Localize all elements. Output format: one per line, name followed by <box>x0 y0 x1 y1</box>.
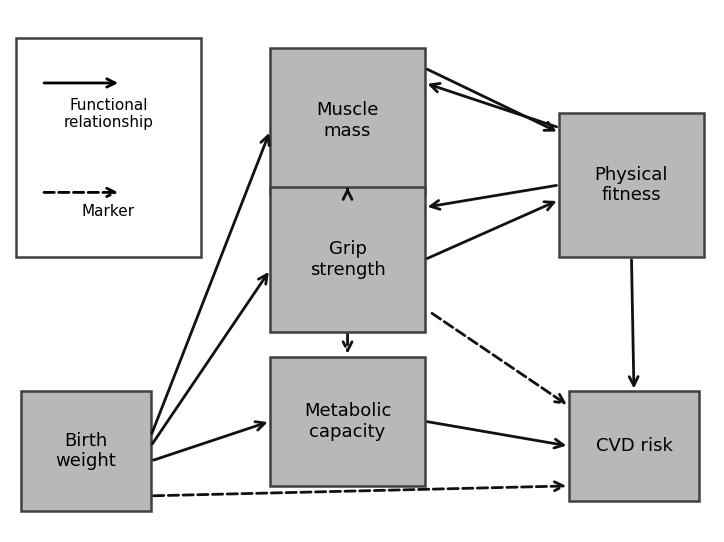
FancyBboxPatch shape <box>559 113 704 257</box>
FancyBboxPatch shape <box>270 48 425 192</box>
Text: Grip
strength: Grip strength <box>310 240 385 279</box>
FancyBboxPatch shape <box>21 391 151 511</box>
FancyBboxPatch shape <box>270 357 425 486</box>
Text: Birth
weight: Birth weight <box>56 431 117 470</box>
FancyBboxPatch shape <box>569 391 699 501</box>
Text: Metabolic
capacity: Metabolic capacity <box>304 402 391 441</box>
Text: Marker: Marker <box>82 204 135 220</box>
Text: Muscle
mass: Muscle mass <box>316 101 379 140</box>
FancyBboxPatch shape <box>17 38 201 257</box>
FancyBboxPatch shape <box>270 188 425 332</box>
Text: Functional
relationship: Functional relationship <box>64 98 153 130</box>
Text: Physical
fitness: Physical fitness <box>594 165 668 204</box>
Text: CVD risk: CVD risk <box>596 437 673 455</box>
